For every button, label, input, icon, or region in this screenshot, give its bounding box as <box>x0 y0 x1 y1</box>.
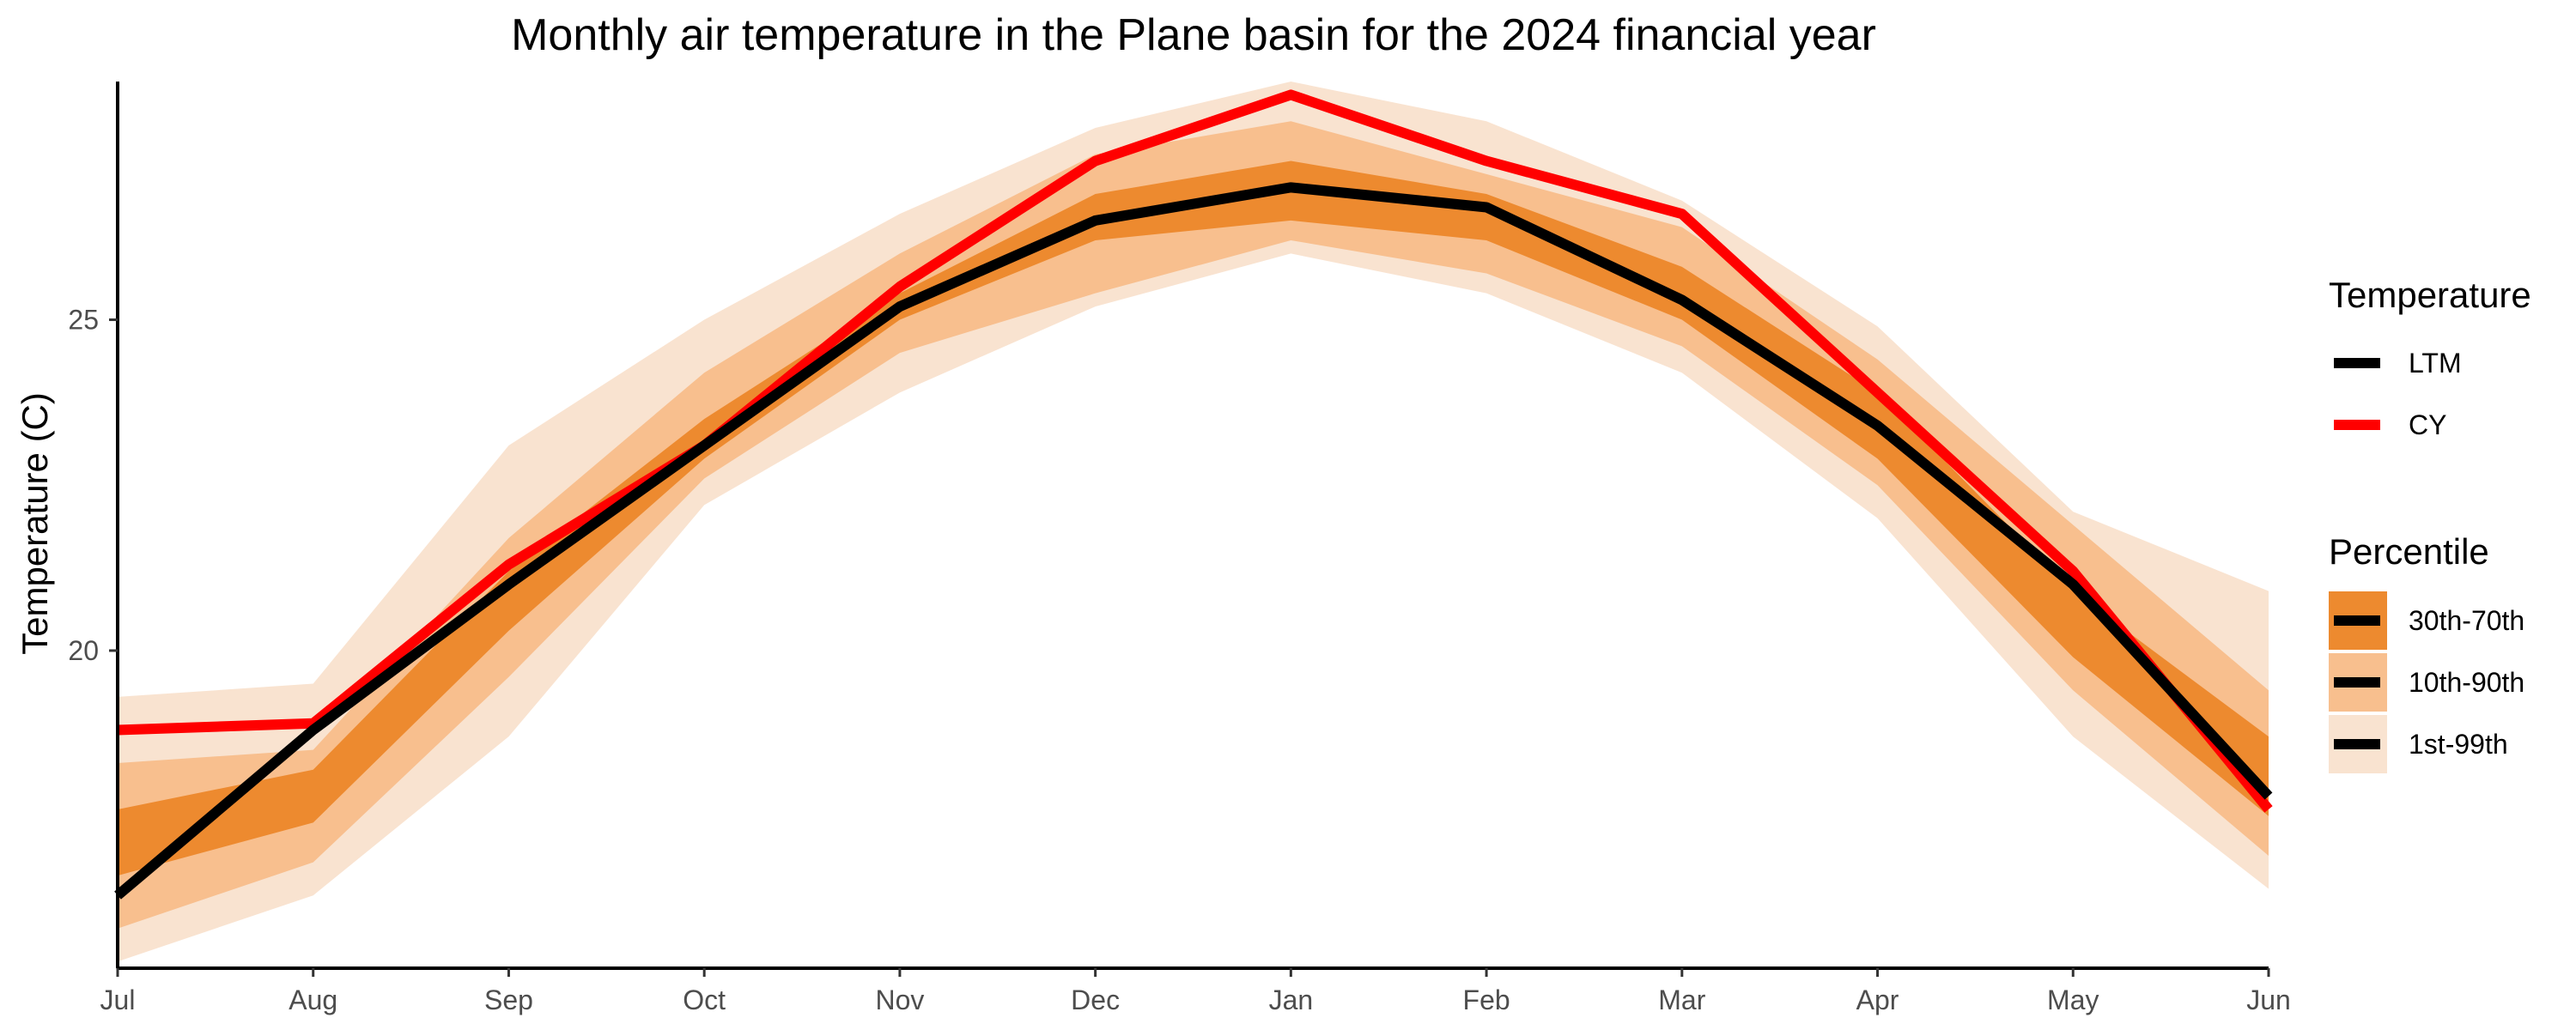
x-tick-label: May <box>2047 985 2099 1015</box>
legend-label-30th-70th: 30th-70th <box>2409 605 2524 636</box>
x-tick-label: Jan <box>1269 985 1314 1015</box>
legend: Temperature LTM CY Percentile 30th-70th 10… <box>2329 275 2531 773</box>
x-tick-label: Jul <box>100 985 136 1015</box>
percentile-bands <box>118 82 2269 962</box>
legend-label-ltm: LTM <box>2409 348 2462 379</box>
x-axis-ticks: Jul Aug Sep Oct Nov Dec Jan Feb Mar Apr May Jun <box>100 968 2291 1015</box>
x-tick-label: Mar <box>1658 985 1705 1015</box>
series-lines <box>114 89 2273 900</box>
x-tick-label: Jun <box>2246 985 2291 1015</box>
x-tick-label: Nov <box>875 985 924 1015</box>
series-line-cy <box>117 89 2273 813</box>
legend-title-temperature: Temperature <box>2329 275 2531 315</box>
series-line-ltm <box>114 182 2273 900</box>
x-tick-label: Feb <box>1463 985 1510 1015</box>
y-axis-title: Temperature (C) <box>15 392 55 655</box>
y-tick-label: 20 <box>68 635 99 666</box>
legend-title-percentile: Percentile <box>2329 531 2489 572</box>
y-tick-label: 25 <box>68 305 99 336</box>
x-tick-label: Dec <box>1071 985 1120 1015</box>
chart-title: Monthly air temperature in the Plane bas… <box>511 10 1876 60</box>
x-tick-label: Sep <box>484 985 533 1015</box>
legend-label-1st-99th: 1st-99th <box>2409 729 2508 760</box>
band-30th-70th <box>118 161 2269 876</box>
x-tick-label: Oct <box>683 985 726 1015</box>
x-tick-label: Apr <box>1856 985 1899 1015</box>
legend-label-10th-90th: 10th-90th <box>2409 667 2524 698</box>
legend-label-cy: CY <box>2409 409 2446 440</box>
x-tick-label: Aug <box>289 985 337 1015</box>
